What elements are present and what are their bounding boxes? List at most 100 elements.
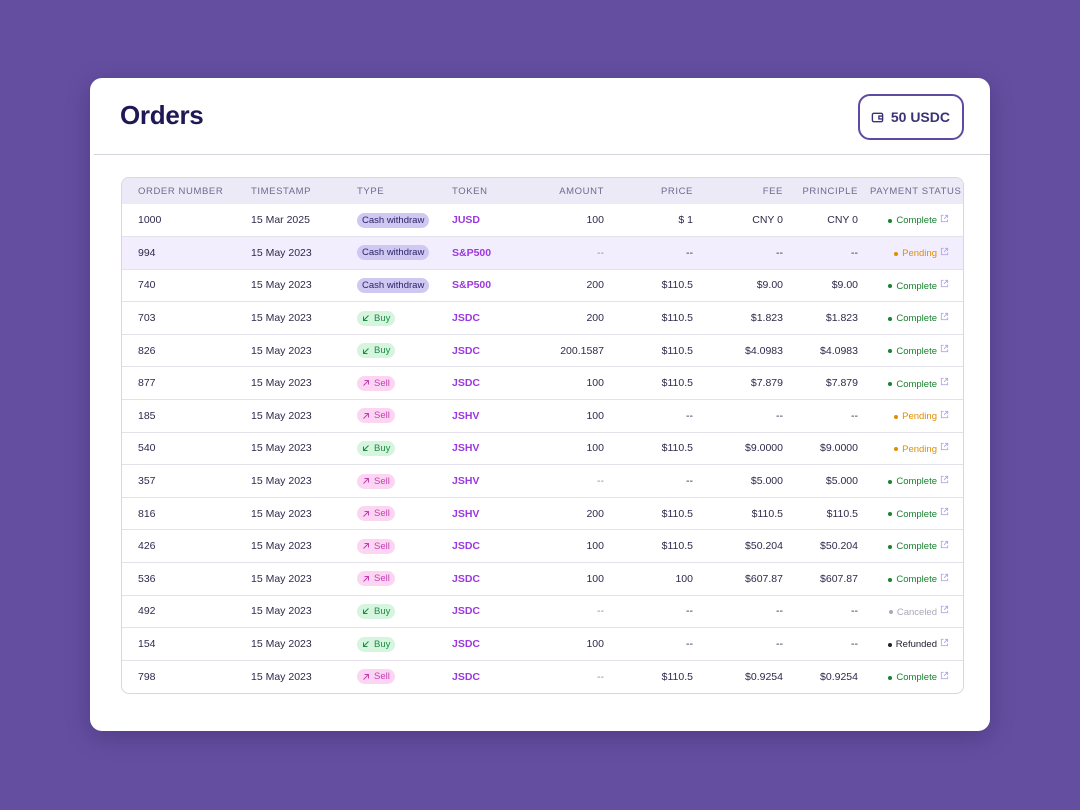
amount: 100 (513, 627, 610, 661)
token-cell: JSDC (446, 333, 513, 367)
table-row[interactable]: 1000 15 Mar 2025 Cash withdraw JUSD 100 $ 1 CN… (122, 204, 963, 237)
external-link-icon[interactable] (940, 344, 949, 353)
token-link[interactable]: JSHV (452, 442, 480, 455)
table-row[interactable]: 877 15 May 2023 Sell JSDC 100 $110.5 $7.879 $7.… (122, 366, 963, 400)
amount: 100 (513, 399, 610, 433)
external-link-icon[interactable] (940, 247, 949, 256)
price: $110.5 (610, 366, 699, 400)
type-label: Sell (374, 377, 390, 389)
type-cell: Sell (351, 659, 446, 693)
column-header-payment-status[interactable]: PAYMENT STATUS (870, 185, 962, 197)
external-link-icon[interactable] (940, 573, 949, 582)
principle: $607.87 (789, 562, 864, 596)
type-cell: Sell (351, 529, 446, 563)
token-link[interactable]: JSDC (452, 540, 481, 553)
token-link[interactable]: JSDC (452, 605, 481, 618)
type-cell: Sell (351, 399, 446, 433)
column-header-timestamp[interactable]: TIMESTAMP (251, 185, 312, 197)
fee: -- (699, 594, 789, 628)
token-link[interactable]: JUSD (452, 214, 481, 227)
table-row[interactable]: 426 15 May 2023 Sell JSDC 100 $110.5 $50.204 $5… (122, 529, 963, 563)
type-badge: Buy (357, 343, 396, 359)
external-link-icon[interactable] (940, 671, 949, 680)
arrow-down-left-icon (362, 314, 370, 322)
payment-status: Complete (888, 476, 937, 487)
principle: $0.9254 (789, 659, 864, 693)
fee: $1.823 (699, 301, 789, 335)
order-number: 798 (122, 659, 245, 693)
external-link-icon[interactable] (940, 605, 949, 614)
payment-status-cell: Pending (864, 399, 963, 433)
table-row[interactable]: 994 15 May 2023 Cash withdraw S&P500 -- -- -- -… (122, 236, 963, 270)
token-link[interactable]: S&P500 (452, 279, 492, 292)
token-link[interactable]: JSDC (452, 377, 481, 390)
order-number: 877 (122, 366, 245, 400)
type-badge: Sell (357, 473, 395, 489)
column-header-amount[interactable]: AMOUNT (559, 185, 604, 197)
token-link[interactable]: JSDC (452, 344, 481, 357)
table-row[interactable]: 357 15 May 2023 Sell JSHV -- -- $5.000 $5.000 Co… (122, 464, 963, 498)
table-header-row: ORDER NUMBER TIMESTAMP TYPE TOKEN AMOUNT… (122, 178, 963, 204)
payment-status-cell: Complete (864, 204, 963, 237)
external-link-icon[interactable] (940, 638, 949, 647)
arrow-up-right-icon (362, 412, 370, 420)
table-row[interactable]: 536 15 May 2023 Sell JSDC 100 100 $607.87 $607.… (122, 562, 963, 596)
external-link-icon[interactable] (940, 214, 949, 223)
principle: -- (789, 236, 864, 270)
fee: $607.87 (699, 562, 789, 596)
external-link-icon[interactable] (940, 279, 949, 288)
external-link-icon[interactable] (940, 442, 949, 451)
token-cell: JUSD (446, 204, 513, 237)
table-row[interactable]: 492 15 May 2023 Buy JSDC -- -- -- -- Canceled (122, 594, 963, 628)
table-row[interactable]: 540 15 May 2023 Buy JSHV 100 $110.5 $9.0000 $9.… (122, 431, 963, 465)
external-link-icon[interactable] (940, 377, 949, 386)
token-link[interactable]: JSDC (452, 572, 481, 585)
payment-status: Complete (888, 574, 937, 585)
column-header-price[interactable]: PRICE (660, 185, 693, 197)
table-row[interactable]: 816 15 May 2023 Sell JSHV 200 $110.5 $110.5 $11… (122, 496, 963, 530)
token-link[interactable]: JSHV (452, 475, 480, 488)
principle: $9.0000 (789, 431, 864, 465)
token-cell: JSHV (446, 399, 513, 433)
timestamp: 15 May 2023 (245, 366, 351, 400)
table-row[interactable]: 798 15 May 2023 Sell JSDC -- $110.5 $0.9254 $0.… (122, 659, 963, 693)
external-link-icon[interactable] (940, 410, 949, 419)
order-number: 826 (122, 333, 245, 367)
table-row[interactable]: 154 15 May 2023 Buy JSDC 100 -- -- -- Refunded (122, 627, 963, 661)
type-badge: Cash withdraw (357, 245, 430, 261)
table-row[interactable]: 740 15 May 2023 Cash withdraw S&P500 200 $110… (122, 268, 963, 302)
type-cell: Cash withdraw (351, 204, 446, 237)
column-header-order-number[interactable]: ORDER NUMBER (138, 185, 224, 197)
external-link-icon[interactable] (940, 312, 949, 321)
balance-button[interactable]: 50 USDC (857, 94, 964, 140)
amount: 100 (513, 529, 610, 563)
column-header-token[interactable]: TOKEN (452, 185, 488, 197)
token-link[interactable]: JSDC (452, 312, 481, 325)
fee: $50.204 (699, 529, 789, 563)
order-number: 536 (122, 562, 245, 596)
type-badge: Cash withdraw (357, 277, 430, 293)
status-dot (888, 610, 893, 615)
payment-status-cell: Complete (864, 496, 963, 530)
token-link[interactable]: JSHV (452, 507, 480, 520)
token-link[interactable]: JSHV (452, 409, 480, 422)
table-row[interactable]: 703 15 May 2023 Buy JSDC 200 $110.5 $1.823 $1.8… (122, 301, 963, 335)
amount: -- (513, 464, 610, 498)
token-link[interactable]: JSDC (452, 670, 481, 683)
type-cell: Buy (351, 301, 446, 335)
column-header-principle[interactable]: PRINCIPLE (802, 185, 858, 197)
external-link-icon[interactable] (940, 475, 949, 484)
order-number: 994 (122, 236, 245, 270)
table-row[interactable]: 185 15 May 2023 Sell JSHV 100 -- -- -- Pending (122, 399, 963, 433)
token-link[interactable]: JSDC (452, 638, 481, 651)
payment-status-cell: Canceled (864, 594, 963, 628)
principle: $5.000 (789, 464, 864, 498)
status-dot (888, 544, 893, 549)
table-row[interactable]: 826 15 May 2023 Buy JSDC 200.1587 $110.5 $4.09… (122, 333, 963, 367)
principle: $4.0983 (789, 333, 864, 367)
token-link[interactable]: S&P500 (452, 246, 492, 259)
external-link-icon[interactable] (940, 507, 949, 516)
column-header-fee[interactable]: FEE (762, 185, 783, 197)
external-link-icon[interactable] (940, 540, 949, 549)
column-header-type[interactable]: TYPE (357, 185, 385, 197)
